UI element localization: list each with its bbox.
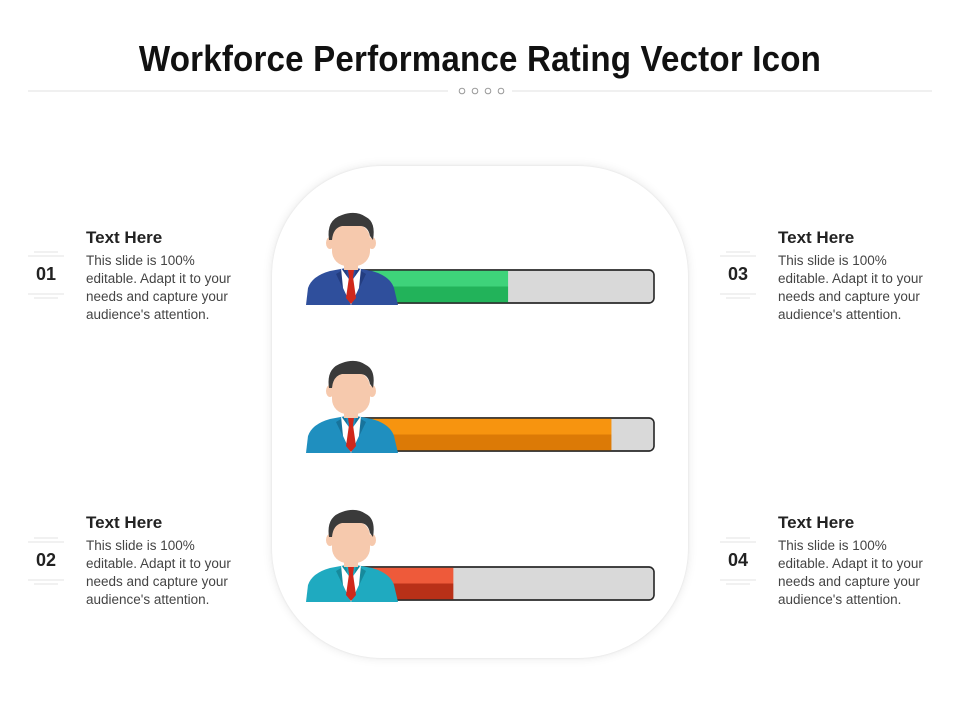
- businessman-icon: [306, 509, 398, 602]
- rating-row: [300, 507, 660, 607]
- divider-dot: [497, 87, 505, 95]
- rating-graphic: [306, 360, 655, 453]
- item-number-badge: 03: [712, 250, 764, 302]
- item-title: Text Here: [778, 513, 855, 532]
- item-description: This slide is 100% editable. Adapt it to…: [86, 538, 231, 607]
- item-title: Text Here: [86, 513, 163, 532]
- item-number: 01: [35, 264, 57, 284]
- rating-row: [300, 358, 660, 458]
- item-title: Text Here: [86, 228, 163, 247]
- rating-row: [300, 210, 660, 310]
- item-number: 04: [727, 550, 749, 570]
- item-description: This slide is 100% editable. Adapt it to…: [86, 253, 231, 322]
- item-number: 03: [727, 264, 749, 284]
- divider-dot: [484, 87, 492, 95]
- title-divider: [28, 87, 932, 95]
- item-title: Text Here: [778, 228, 855, 247]
- item-number-badge: 04: [712, 536, 764, 588]
- number-badge-lines: [28, 537, 64, 585]
- item-description: This slide is 100% editable. Adapt it to…: [778, 538, 923, 607]
- item-description: This slide is 100% editable. Adapt it to…: [778, 253, 923, 322]
- page-title: Workforce Performance Rating Vector Icon: [138, 38, 822, 79]
- businessman-icon: [306, 212, 398, 305]
- item-number: 02: [35, 550, 57, 570]
- number-badge-lines: [720, 537, 756, 585]
- item-number-badge: 01: [20, 250, 72, 302]
- rating-graphic: [306, 509, 655, 602]
- divider-dot: [458, 87, 466, 95]
- item-number-badge: 02: [20, 536, 72, 588]
- divider-dot: [471, 87, 479, 95]
- businessman-icon: [306, 360, 398, 453]
- rating-bar-fill: [350, 418, 612, 451]
- number-badge-lines: [28, 251, 64, 299]
- rating-graphic: [306, 212, 655, 305]
- number-badge-lines: [720, 251, 756, 299]
